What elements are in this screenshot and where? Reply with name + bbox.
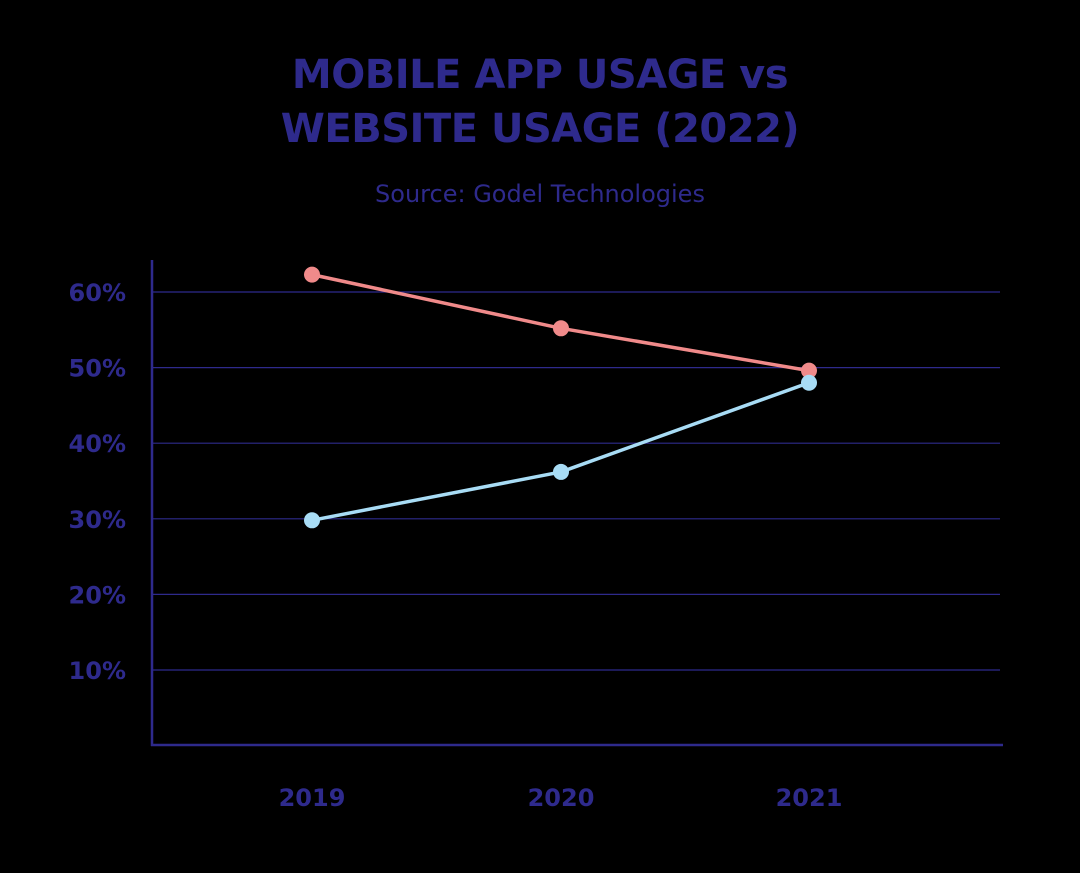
series-2-point-2019: [304, 512, 320, 529]
chart-title-line-1: MOBILE APP USAGE vs: [291, 52, 789, 98]
series-1-point-2021: [801, 362, 817, 379]
chart-subtitle: Source: Godel Technologies: [375, 180, 705, 208]
data-series: [304, 266, 817, 529]
y-tick-label-10: 10%: [69, 657, 126, 685]
y-tick-label-30: 30%: [69, 506, 126, 534]
y-tick-label-60: 60%: [69, 279, 126, 307]
series-1-point-2019: [304, 266, 320, 283]
chart-title-line-2: WEBSITE USAGE (2022): [280, 106, 800, 152]
y-tick-label-20: 20%: [69, 581, 126, 609]
x-tick-label-2019: 2019: [279, 784, 346, 812]
series-line-1: [304, 266, 817, 379]
x-axis-ticks: 2019 2020 2021: [279, 784, 843, 812]
x-tick-label-2020: 2020: [528, 784, 595, 812]
y-tick-label-50: 50%: [69, 355, 126, 383]
series-2-path: [310, 380, 811, 523]
series-line-2: [304, 374, 817, 529]
y-tick-label-40: 40%: [69, 430, 126, 458]
y-axis-ticks: 10% 20% 30% 40% 50% 60%: [69, 279, 126, 685]
x-tick-label-2021: 2021: [776, 784, 843, 812]
axes: [150, 260, 1003, 747]
series-1-point-2020: [553, 320, 569, 337]
series-2-point-2020: [553, 463, 569, 480]
series-2-point-2021: [801, 374, 817, 391]
gridlines: [152, 291, 1000, 671]
